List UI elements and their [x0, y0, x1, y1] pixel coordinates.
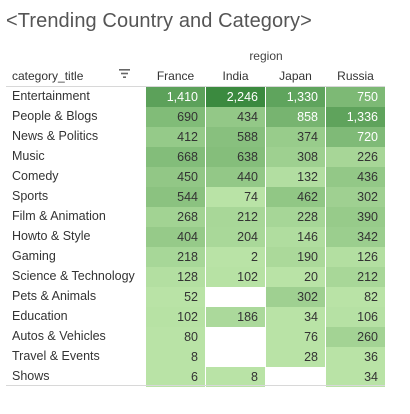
- heatmap-cell[interactable]: 462: [266, 187, 325, 207]
- heatmap-cell[interactable]: 544: [146, 187, 205, 207]
- heatmap-cell[interactable]: 212: [326, 267, 385, 287]
- row-label: Howto & Style: [12, 229, 91, 243]
- heatmap-cell[interactable]: 106: [326, 307, 385, 327]
- heatmap-cell[interactable]: 374: [266, 127, 325, 147]
- heatmap-cell[interactable]: 404: [146, 227, 205, 247]
- heatmap-cell[interactable]: 412: [146, 127, 205, 147]
- heatmap-cell[interactable]: 102: [146, 307, 205, 327]
- table-bottom-rule: [6, 385, 385, 386]
- row-label: Pets & Animals: [12, 289, 97, 303]
- heatmap-cell[interactable]: 720: [326, 127, 385, 147]
- heatmap-cell[interactable]: 28: [266, 347, 325, 367]
- heatmap-cell[interactable]: 638: [206, 147, 265, 167]
- column-header-france[interactable]: France: [156, 69, 195, 83]
- heatmap-cell[interactable]: [266, 367, 325, 387]
- heatmap-cell[interactable]: [206, 347, 265, 367]
- heatmap-cell[interactable]: [206, 287, 265, 307]
- heatmap-cell[interactable]: 308: [266, 147, 325, 167]
- row-label: Sports: [12, 189, 49, 203]
- row-label: Film & Animation: [12, 209, 106, 223]
- heatmap-cell[interactable]: 74: [206, 187, 265, 207]
- row-label: Comedy: [12, 169, 59, 183]
- heatmap-cell[interactable]: 34: [326, 367, 385, 387]
- row-header-label[interactable]: category_title: [12, 69, 84, 83]
- heatmap-cell[interactable]: 76: [266, 327, 325, 347]
- heatmap-cell[interactable]: 212: [206, 207, 265, 227]
- row-label: Science & Technology: [12, 269, 135, 283]
- heatmap-cell[interactable]: 8: [206, 367, 265, 387]
- header-divider: [6, 86, 385, 87]
- row-label: Education: [12, 309, 68, 323]
- heatmap-cell[interactable]: 302: [266, 287, 325, 307]
- heatmap-cell[interactable]: 302: [326, 187, 385, 207]
- row-label: Entertainment: [12, 89, 90, 103]
- column-group-label: region: [249, 49, 283, 63]
- heatmap-cell[interactable]: 1,410: [146, 87, 205, 107]
- heatmap-cell[interactable]: 6: [146, 367, 205, 387]
- sort-icon[interactable]: [119, 68, 130, 79]
- heatmap-cell[interactable]: 750: [326, 87, 385, 107]
- row-label: News & Politics: [12, 129, 99, 143]
- row-label: Music: [12, 149, 45, 163]
- heatmap-cell[interactable]: 82: [326, 287, 385, 307]
- heatmap-cell[interactable]: 1,336: [326, 107, 385, 127]
- heatmap-cell[interactable]: 20: [266, 267, 325, 287]
- row-label: Gaming: [12, 249, 56, 263]
- heatmap-cell[interactable]: 132: [266, 167, 325, 187]
- heatmap-cell[interactable]: 80: [146, 327, 205, 347]
- heatmap-cell[interactable]: 218: [146, 247, 205, 267]
- heatmap-cell[interactable]: 342: [326, 227, 385, 247]
- heatmap-cell[interactable]: 52: [146, 287, 205, 307]
- heatmap-cell[interactable]: 2,246: [206, 87, 265, 107]
- heatmap-cell[interactable]: 146: [266, 227, 325, 247]
- heatmap-cell[interactable]: 268: [146, 207, 205, 227]
- heatmap-cell[interactable]: 204: [206, 227, 265, 247]
- heatmap-cell[interactable]: 34: [266, 307, 325, 327]
- heatmap-cell[interactable]: 190: [266, 247, 325, 267]
- heatmap-cell[interactable]: 434: [206, 107, 265, 127]
- heatmap-cell[interactable]: 1,330: [266, 87, 325, 107]
- heatmap-cell[interactable]: 668: [146, 147, 205, 167]
- heatmap-cell[interactable]: 450: [146, 167, 205, 187]
- heatmap-cell[interactable]: 228: [266, 207, 325, 227]
- heatmap-cell[interactable]: 588: [206, 127, 265, 147]
- heatmap-cell[interactable]: 226: [326, 147, 385, 167]
- row-label: Travel & Events: [12, 349, 100, 363]
- column-header-russia[interactable]: Russia: [337, 69, 374, 83]
- heatmap-cell[interactable]: 858: [266, 107, 325, 127]
- heatmap-cell[interactable]: 436: [326, 167, 385, 187]
- heatmap-cell[interactable]: 126: [326, 247, 385, 267]
- heatmap-cell[interactable]: 128: [146, 267, 205, 287]
- heatmap-cell[interactable]: 2: [206, 247, 265, 267]
- heatmap-cell[interactable]: 690: [146, 107, 205, 127]
- row-label: Autos & Vehicles: [12, 329, 106, 343]
- chart-title: <Trending Country and Category>: [6, 10, 312, 32]
- heatmap-cell[interactable]: 390: [326, 207, 385, 227]
- row-label: People & Blogs: [12, 109, 98, 123]
- heatmap-cell[interactable]: 186: [206, 307, 265, 327]
- heatmap-cell[interactable]: 36: [326, 347, 385, 367]
- heatmap-cell[interactable]: [206, 327, 265, 347]
- heatmap-cell[interactable]: 260: [326, 327, 385, 347]
- column-header-japan[interactable]: Japan: [279, 69, 312, 83]
- heatmap-cell[interactable]: 8: [146, 347, 205, 367]
- heatmap-cell[interactable]: 440: [206, 167, 265, 187]
- row-label: Shows: [12, 369, 50, 383]
- heatmap-cell[interactable]: 102: [206, 267, 265, 287]
- column-header-india[interactable]: India: [222, 69, 249, 83]
